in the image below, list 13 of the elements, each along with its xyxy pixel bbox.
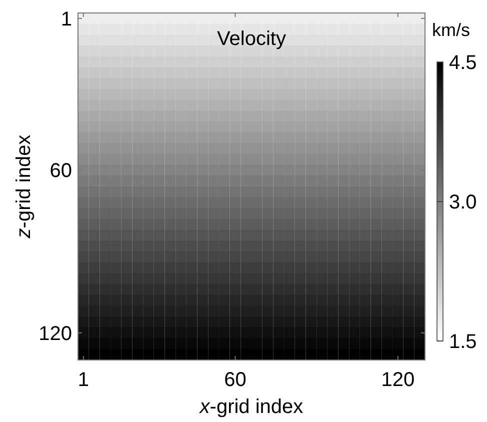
- y-tick-label: 1: [60, 8, 72, 30]
- x-tick-label: 60: [224, 369, 246, 391]
- text: Velocity: [217, 28, 286, 50]
- color-bar-title: km/s: [432, 20, 470, 40]
- color-bar-label: 3.0: [449, 192, 477, 214]
- x-axis-title: x-grid index: [198, 396, 304, 418]
- color-bar-label: 1.5: [449, 331, 477, 353]
- y-tick-label: 60: [50, 160, 72, 182]
- y-tick-label: 120: [38, 322, 72, 345]
- x-tick-label: 120: [381, 369, 415, 391]
- y-axis-title: z-grid index: [13, 134, 35, 240]
- color-bar-label: 4.5: [449, 52, 477, 74]
- x-tick-label: 1: [78, 369, 89, 391]
